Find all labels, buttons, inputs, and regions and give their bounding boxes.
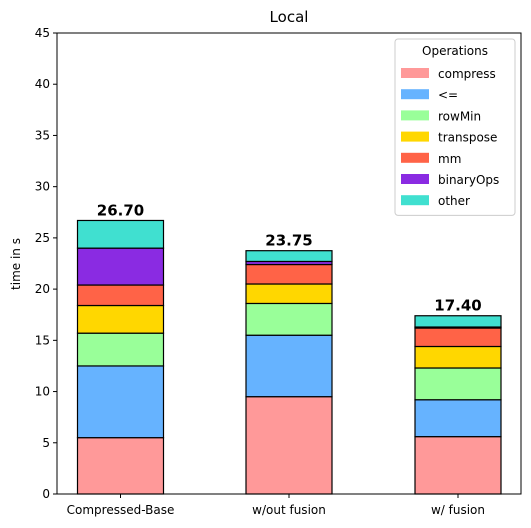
legend: Operations compress <= rowMin transpose mm bin… <box>394 38 516 216</box>
legend-swatch <box>401 174 429 184</box>
legend-swatch <box>401 110 429 121</box>
bar-segment <box>76 304 165 334</box>
bar-total-label: 23.75 <box>265 232 312 250</box>
bar-segment <box>245 334 333 398</box>
bar-segment <box>245 283 333 305</box>
legend-item-label: <= <box>438 88 458 102</box>
bar-segment <box>414 436 502 495</box>
bar-segment <box>245 302 333 336</box>
y-tick-label: 10 <box>35 385 50 399</box>
plot-frame <box>56 32 522 495</box>
legend-swatch <box>401 68 429 78</box>
legend-item-label: compress <box>438 67 496 81</box>
x-axis-ticks: Compressed-Base w/out fusion w/ fusion <box>67 494 485 517</box>
bar-total-label: 17.40 <box>434 297 481 315</box>
legend-swatch <box>401 131 429 142</box>
bar-segment <box>76 437 165 495</box>
x-tick-label: w/ fusion <box>431 503 485 517</box>
total-labels-group: 26.70 23.75 17.40 <box>97 201 482 314</box>
bar-segment <box>245 263 333 285</box>
bar-segment <box>414 315 502 328</box>
y-tick-label: 15 <box>35 333 50 347</box>
y-tick-label: 35 <box>35 128 50 142</box>
bar-segment <box>245 396 333 495</box>
legend-swatch <box>401 152 429 163</box>
legend-frame <box>394 38 516 216</box>
x-tick-label: w/out fusion <box>252 503 326 517</box>
y-tick-label: 30 <box>35 180 50 194</box>
x-tick-label: Compressed-Base <box>67 503 175 517</box>
bar-total-label: 26.70 <box>97 201 144 219</box>
bar-segment <box>414 399 502 438</box>
y-tick-label: 45 <box>35 26 50 40</box>
y-tick-label: 25 <box>35 231 50 245</box>
legend-item-label: mm <box>438 152 461 166</box>
bars-group <box>76 219 502 495</box>
y-tick-label: 0 <box>42 487 50 501</box>
chart-title: Local <box>270 8 309 26</box>
y-tick-label: 40 <box>35 77 50 91</box>
legend-swatch <box>401 89 429 100</box>
bar-segment <box>76 365 165 439</box>
bar-segment <box>76 332 165 367</box>
bar-segment <box>245 250 333 263</box>
bar-segment <box>414 367 502 401</box>
legend-item-label: binaryOps <box>438 173 499 187</box>
legend-item-label: rowMin <box>438 109 481 123</box>
y-tick-label: 5 <box>42 436 50 450</box>
y-axis-label: time in s <box>9 238 23 290</box>
legend-item-label: other <box>438 194 470 208</box>
bar-segment <box>76 284 165 307</box>
bar-segment <box>76 247 165 286</box>
bar-segment <box>76 219 165 249</box>
y-axis-ticks: 0 5 10 15 20 25 30 35 40 45 <box>35 26 57 501</box>
legend-item-label: transpose <box>438 131 497 145</box>
legend-swatch <box>401 195 429 206</box>
y-tick-label: 20 <box>35 282 50 296</box>
bar-segment <box>414 345 502 369</box>
bar-segment <box>414 327 502 348</box>
legend-title: Operations <box>422 44 488 58</box>
